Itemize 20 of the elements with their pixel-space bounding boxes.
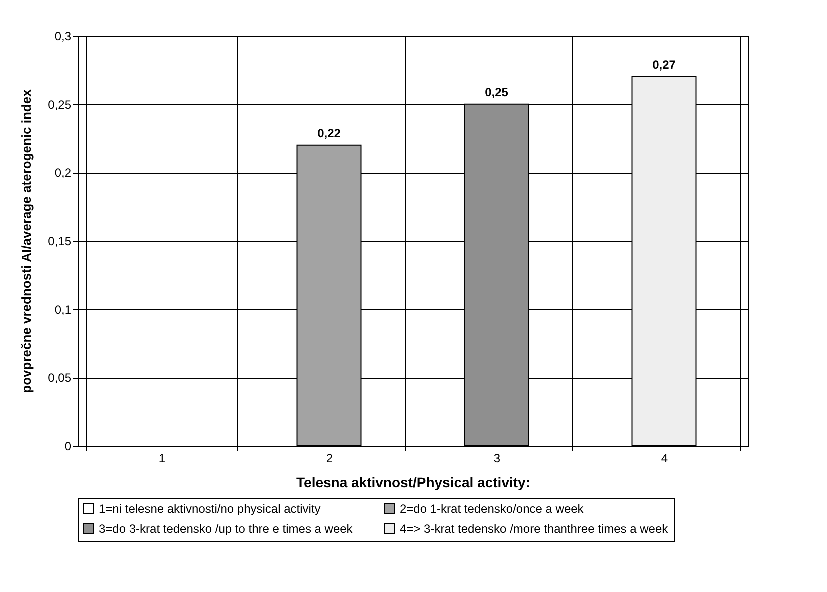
- y-tick-label: 0,2: [54, 166, 72, 180]
- legend-label: 3=do 3-krat tedensko /up to thre e times a week: [99, 522, 354, 536]
- legend-label: 4=> 3-krat tedensko /more thanthree times a week: [400, 522, 670, 536]
- y-tick-label: 0,15: [48, 234, 72, 248]
- y-tick-label: 0,25: [48, 98, 72, 112]
- x-tick-label: 4: [661, 452, 668, 466]
- data-label: 0,27: [652, 58, 676, 72]
- y-tick-label: 0,1: [54, 302, 72, 317]
- y-axis-title: povprečne vrednosti AI/average aterogenic index: [19, 88, 34, 394]
- y-tick-label: 0,05: [48, 371, 72, 386]
- legend-label: 1=ni telesne aktivnosti/no physical activity: [99, 502, 321, 516]
- y-tick-label: 0,3: [54, 30, 72, 44]
- x-tick-label: 2: [326, 452, 334, 466]
- legend-label: 2=do 1-krat tedensko/once a week: [400, 502, 585, 516]
- data-label: 0,25: [485, 85, 509, 100]
- y-tick-label: 0: [64, 440, 72, 454]
- data-label: 0,22: [318, 126, 342, 140]
- x-tick-label: 1: [158, 452, 166, 466]
- x-tick-label: 3: [494, 452, 501, 466]
- x-axis-title: Telesna aktivnost/Physical activity:: [296, 474, 530, 490]
